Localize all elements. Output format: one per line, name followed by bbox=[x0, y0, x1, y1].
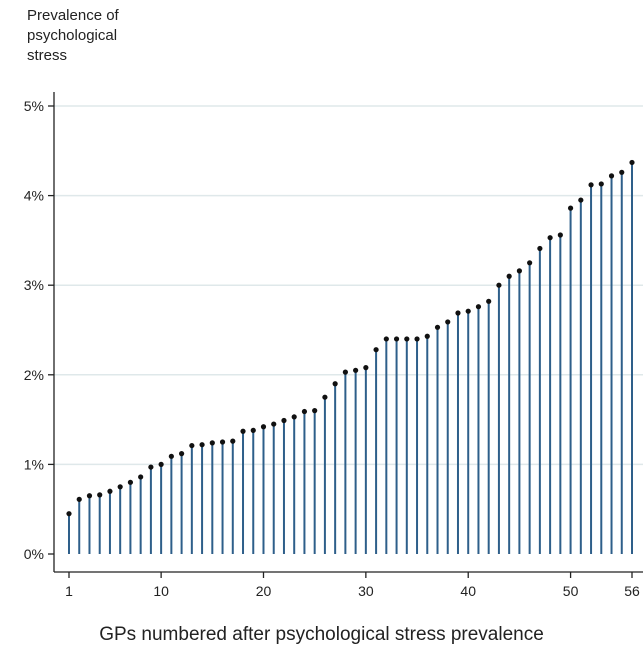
marker-gp-49 bbox=[557, 232, 563, 238]
marker-gp-1 bbox=[66, 511, 72, 517]
x-tick-label-1: 1 bbox=[65, 583, 73, 599]
marker-gp-31 bbox=[373, 347, 379, 353]
y-tick-label-0: 0% bbox=[24, 546, 44, 562]
marker-gp-10 bbox=[158, 461, 164, 467]
marker-gp-46 bbox=[527, 260, 533, 266]
marker-gp-36 bbox=[424, 333, 430, 339]
marker-gp-56 bbox=[629, 159, 635, 166]
x-axis-title: GPs numbered after psychological stress … bbox=[99, 624, 544, 645]
y-tick-label-1: 1% bbox=[24, 456, 44, 472]
marker-gp-9 bbox=[148, 464, 154, 470]
x-tick-label-56: 56 bbox=[624, 583, 640, 599]
marker-gp-14 bbox=[199, 442, 205, 448]
marker-gp-38 bbox=[445, 319, 451, 325]
y-axis-title: Prevalence of psychological stress bbox=[27, 6, 187, 66]
x-tick-label-10: 10 bbox=[153, 583, 169, 599]
gridlines bbox=[54, 105, 643, 466]
marker-gp-17 bbox=[230, 438, 236, 444]
y-tick-label-4: 4% bbox=[24, 188, 44, 204]
marker-gp-27 bbox=[332, 381, 338, 387]
marker-gp-18 bbox=[240, 428, 246, 434]
marker-gp-54 bbox=[608, 173, 615, 179]
marker-gp-30 bbox=[363, 365, 369, 371]
marker-gp-2 bbox=[76, 496, 82, 502]
stems bbox=[68, 162, 633, 554]
marker-gp-3 bbox=[86, 493, 93, 499]
markers bbox=[66, 159, 635, 517]
marker-gp-25 bbox=[312, 408, 318, 414]
marker-gp-50 bbox=[567, 205, 574, 211]
marker-gp-34 bbox=[404, 336, 410, 342]
marker-gp-40 bbox=[465, 308, 471, 314]
y-ticks: 0% 1% 2% 3% 4% 5% bbox=[24, 98, 54, 562]
marker-gp-26 bbox=[322, 394, 328, 400]
marker-gp-53 bbox=[598, 181, 604, 187]
marker-gp-33 bbox=[393, 336, 400, 342]
marker-gp-19 bbox=[250, 427, 256, 433]
marker-gp-45 bbox=[516, 268, 523, 274]
x-tick-label-20: 20 bbox=[256, 583, 272, 599]
marker-gp-20 bbox=[260, 424, 267, 430]
marker-gp-32 bbox=[383, 336, 389, 342]
marker-gp-16 bbox=[219, 439, 226, 445]
marker-gp-55 bbox=[619, 169, 625, 175]
marker-gp-22 bbox=[281, 417, 287, 424]
marker-gp-47 bbox=[537, 245, 543, 252]
x-ticks: 1 10 20 30 40 50 56 bbox=[65, 572, 640, 599]
marker-gp-6 bbox=[117, 484, 123, 490]
y-axis-title-line-2: psychological bbox=[27, 27, 118, 44]
y-axis-title-line-3: stress bbox=[27, 47, 68, 64]
marker-gp-12 bbox=[179, 451, 185, 457]
marker-gp-52 bbox=[588, 182, 594, 188]
marker-gp-28 bbox=[342, 369, 348, 375]
marker-gp-39 bbox=[455, 310, 461, 316]
marker-gp-24 bbox=[301, 408, 308, 415]
marker-gp-4 bbox=[97, 492, 103, 498]
y-tick-label-5: 5% bbox=[24, 98, 44, 114]
marker-gp-51 bbox=[578, 197, 584, 203]
y-axis-title-line-1: Prevalence of bbox=[27, 7, 119, 24]
marker-gp-29 bbox=[353, 367, 359, 373]
marker-gp-21 bbox=[271, 421, 277, 427]
marker-gp-8 bbox=[138, 474, 144, 480]
y-tick-label-2: 2% bbox=[24, 367, 44, 383]
marker-gp-35 bbox=[414, 336, 420, 342]
x-tick-label-30: 30 bbox=[358, 583, 374, 599]
marker-gp-37 bbox=[434, 324, 441, 330]
marker-gp-13 bbox=[189, 442, 195, 449]
marker-gp-41 bbox=[475, 304, 482, 310]
marker-gp-5 bbox=[107, 488, 113, 494]
marker-gp-15 bbox=[209, 440, 215, 446]
x-tick-label-40: 40 bbox=[460, 583, 476, 599]
marker-gp-7 bbox=[127, 479, 134, 485]
marker-gp-44 bbox=[506, 273, 512, 279]
marker-gp-48 bbox=[547, 235, 553, 241]
marker-gp-43 bbox=[496, 282, 502, 288]
marker-gp-23 bbox=[291, 414, 297, 420]
marker-gp-42 bbox=[486, 298, 492, 304]
marker-gp-11 bbox=[168, 453, 174, 459]
y-tick-label-3: 3% bbox=[24, 277, 44, 293]
x-tick-label-50: 50 bbox=[563, 583, 579, 599]
